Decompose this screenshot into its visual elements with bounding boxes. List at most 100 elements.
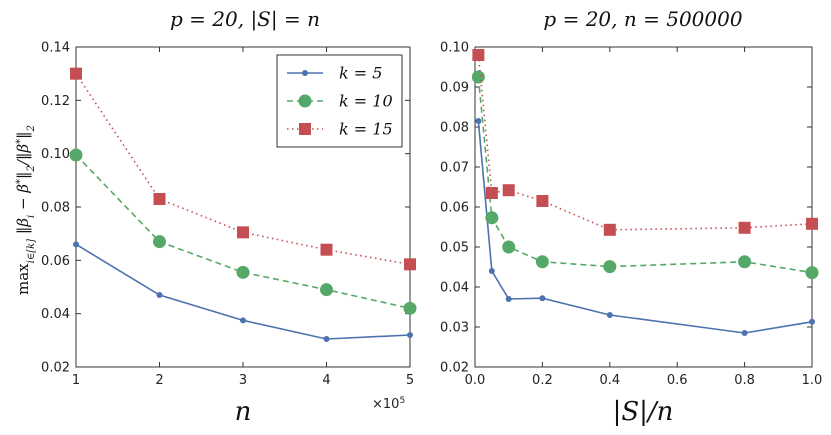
right-series-line: [477, 120, 813, 334]
right-ytick-label: 0.07: [440, 161, 469, 176]
x-multiplier-base: ×10: [372, 397, 399, 412]
ylabel-minus: − β: [14, 184, 32, 215]
ylabel-i1: i: [26, 215, 37, 218]
left-ytick-label: 0.12: [41, 94, 70, 109]
left-xtick-label: 1: [72, 373, 80, 388]
right-ytick-label: 0.02: [440, 361, 469, 376]
left-data-point: [237, 226, 249, 239]
left-ytick-label: 0.10: [41, 147, 70, 162]
left-chart: p = 20, |S| = n 1 2 3 4 5 0.02 0.04 0.06 0.08 0.1…: [14, 7, 417, 427]
left-data-point: [407, 332, 413, 338]
left-series-k10: [69, 148, 417, 315]
right-ytick-label: 0.05: [440, 241, 469, 256]
right-data-point: [606, 312, 613, 318]
right-data-point: [535, 255, 549, 269]
left-data-point: [320, 283, 333, 297]
legend-marker: [302, 70, 308, 76]
left-data-point: [156, 292, 163, 298]
right-ytick-label: 0.04: [440, 281, 469, 296]
legend-marker: [298, 94, 312, 108]
right-data-point: [539, 295, 546, 302]
right-ytick-label: 0.08: [440, 121, 469, 136]
left-xtick-label: 4: [322, 373, 330, 388]
right-data-point: [738, 221, 751, 234]
left-xtick-label: 3: [239, 373, 247, 388]
right-series-line: [477, 54, 813, 231]
ylabel-two1: 2: [26, 165, 37, 172]
legend-marker: [299, 123, 311, 135]
right-plot-area: 0.0 0.2 0.4 0.6 0.8 1.0 0.02 0.03 0.04 0.05 0.06 0.…: [440, 41, 822, 389]
left-data-point: [69, 148, 83, 162]
right-xtick-label: 0.2: [532, 373, 553, 388]
ylabel-sub: i∈[k]: [26, 239, 37, 264]
left-ytick-label: 0.08: [41, 201, 70, 216]
right-data-point: [502, 240, 516, 254]
right-data-point: [806, 217, 818, 230]
left-data-point: [404, 258, 416, 271]
right-data-point: [741, 330, 748, 336]
right-series-line: [477, 76, 813, 274]
right-data-point: [738, 255, 752, 269]
right-data-point: [809, 318, 815, 325]
right-ytick-label: 0.10: [440, 41, 469, 56]
legend-label: k = 15: [339, 120, 393, 139]
right-xtick-label: 0.4: [599, 373, 620, 388]
right-data-point: [488, 268, 495, 274]
left-y-axis-label: maxi∈[k] ‖βi − β*‖2/‖β*‖2: [14, 125, 37, 295]
right-data-point: [471, 70, 485, 84]
right-xtick-label: 0.6: [667, 373, 688, 388]
left-xtick-label: 5: [406, 373, 414, 388]
left-data-point: [73, 241, 79, 248]
left-ytick-label: 0.02: [41, 361, 70, 376]
left-plot-area: 1 2 3 4 50.020.040.060.080.100.120.14k = 5k …: [41, 41, 417, 388]
ylabel-star2: *: [15, 139, 26, 144]
left-series-k15: [70, 67, 416, 271]
right-data-point: [485, 211, 499, 225]
right-data-point: [603, 260, 617, 274]
left-data-point: [70, 67, 82, 80]
left-data-point: [240, 317, 246, 324]
right-data-point: [603, 223, 616, 236]
left-y-label-text: maxi∈[k] ‖βi − β*‖2/‖β*‖2: [14, 125, 37, 295]
right-data-point: [472, 49, 485, 61]
left-data-point: [153, 235, 166, 249]
right-data-point: [536, 195, 549, 207]
right-series-k10: [471, 70, 819, 280]
right-x-axis-label: |S|/n: [613, 397, 674, 427]
left-data-point: [403, 301, 417, 315]
left-xtick-label: 2: [155, 373, 163, 388]
right-xtick-label: 0.0: [465, 373, 486, 388]
left-x-multiplier: ×105: [372, 396, 405, 412]
x-multiplier-exponent: 5: [399, 396, 405, 406]
left-series-line: [75, 154, 411, 310]
ylabel-sep: ‖: [14, 171, 32, 179]
left-data-point: [153, 193, 166, 205]
left-ytick-label: 0.04: [41, 307, 70, 322]
left-series-k5: [73, 241, 413, 342]
ylabel-two2: 2: [26, 125, 37, 132]
right-data-point: [502, 184, 515, 197]
right-xtick-label: 1.0: [802, 373, 823, 388]
left-chart-title: p = 20, |S| = n: [170, 7, 320, 32]
right-data-point: [485, 187, 498, 199]
left-ytick-label: 0.06: [41, 254, 70, 269]
ylabel-slash: /‖β: [14, 144, 32, 168]
right-series-k15: [472, 49, 818, 236]
right-ytick-label: 0.09: [440, 81, 469, 96]
left-x-axis-label: n: [235, 397, 252, 427]
left-legend: k = 5 k = 10 k = 15: [276, 54, 403, 148]
right-ytick-label: 0.03: [440, 321, 469, 336]
right-chart-title: p = 20, n = 500000: [543, 7, 742, 31]
legend-label: k = 10: [339, 92, 393, 111]
right-xtick-label: 0.8: [734, 373, 755, 388]
right-data-point: [805, 266, 819, 280]
right-series-k5: [475, 118, 815, 336]
right-chart: p = 20, n = 500000 0.0 0.2 0.4 0.6 0.8 1.0 0.0…: [440, 7, 822, 427]
right-data-point: [475, 118, 482, 124]
left-data-point: [320, 243, 333, 256]
left-data-point: [323, 336, 330, 342]
ylabel-body: ‖β: [14, 218, 32, 239]
left-ytick-label: 0.14: [41, 41, 70, 56]
right-data-point: [505, 296, 512, 302]
